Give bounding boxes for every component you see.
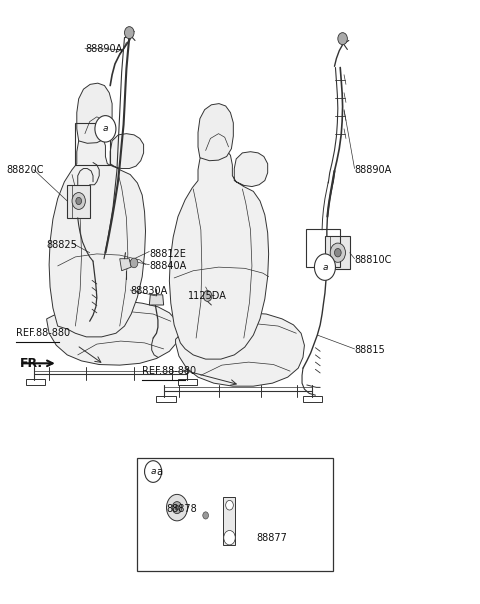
Text: 88840A: 88840A <box>149 261 187 271</box>
Circle shape <box>130 258 138 268</box>
Circle shape <box>335 248 341 257</box>
Circle shape <box>175 505 179 510</box>
Text: REF.88-880: REF.88-880 <box>142 366 196 376</box>
Text: REF.88-880: REF.88-880 <box>16 328 70 338</box>
Polygon shape <box>223 498 235 545</box>
Circle shape <box>314 254 336 280</box>
Polygon shape <box>169 147 269 359</box>
Text: 88890A: 88890A <box>85 45 122 54</box>
Text: 88825: 88825 <box>47 240 78 250</box>
Circle shape <box>172 501 182 513</box>
Text: 1125DA: 1125DA <box>188 291 227 301</box>
Polygon shape <box>325 236 350 269</box>
Text: a: a <box>322 263 328 272</box>
Text: 88820C: 88820C <box>6 165 44 175</box>
Polygon shape <box>77 83 112 143</box>
Circle shape <box>203 512 208 519</box>
Circle shape <box>167 495 188 521</box>
Text: 88878: 88878 <box>166 504 197 514</box>
Circle shape <box>203 291 212 301</box>
Bar <box>137 458 333 571</box>
Text: a: a <box>150 467 156 476</box>
Text: 88810C: 88810C <box>355 255 392 265</box>
Circle shape <box>224 530 235 545</box>
Polygon shape <box>176 313 304 386</box>
Polygon shape <box>120 259 131 271</box>
Polygon shape <box>198 104 233 161</box>
Text: FR.: FR. <box>20 357 43 370</box>
Circle shape <box>72 193 85 210</box>
Text: 88890A: 88890A <box>355 165 392 175</box>
Text: a: a <box>156 466 163 477</box>
Polygon shape <box>49 130 145 337</box>
Text: 88830A: 88830A <box>130 286 168 296</box>
Circle shape <box>76 198 82 205</box>
Text: 88877: 88877 <box>257 533 288 542</box>
Circle shape <box>226 500 233 510</box>
Text: 88812E: 88812E <box>149 249 186 259</box>
Circle shape <box>338 33 348 45</box>
Circle shape <box>95 115 116 142</box>
Circle shape <box>124 27 134 39</box>
Polygon shape <box>149 295 164 305</box>
Text: 88815: 88815 <box>355 345 385 355</box>
Text: a: a <box>103 124 108 133</box>
Polygon shape <box>47 301 180 365</box>
Circle shape <box>330 243 346 262</box>
Polygon shape <box>67 185 90 218</box>
Circle shape <box>144 461 162 483</box>
